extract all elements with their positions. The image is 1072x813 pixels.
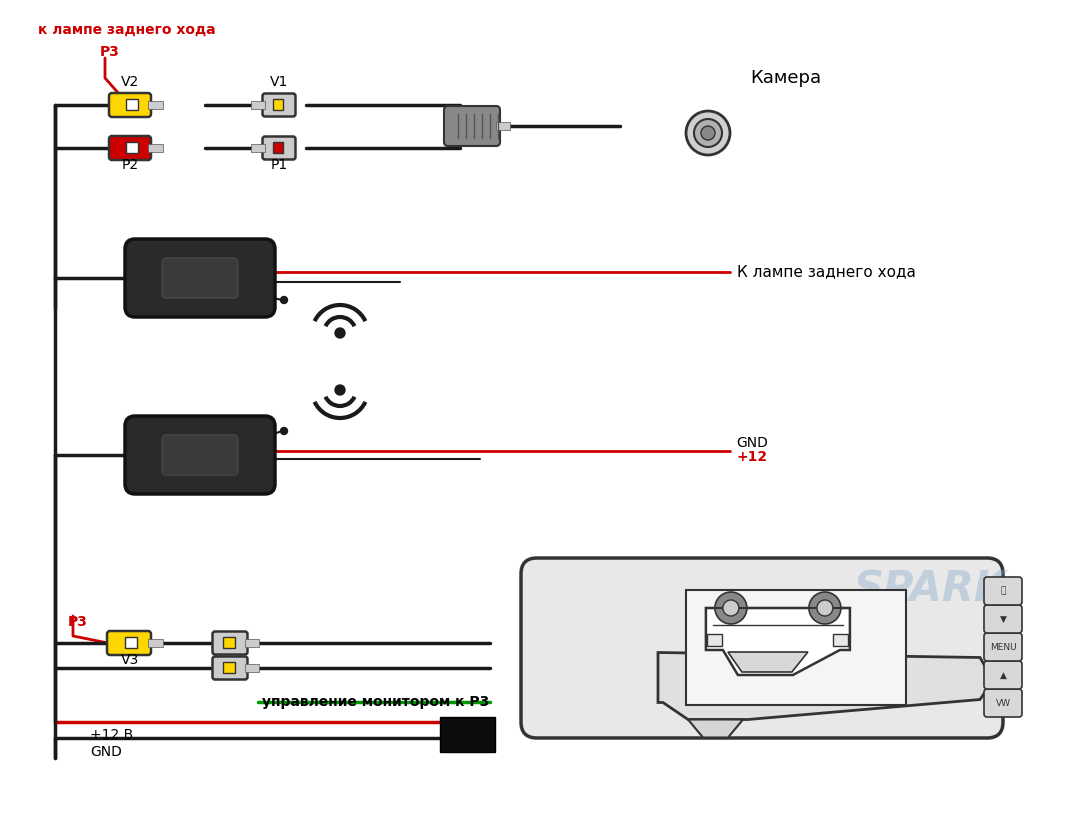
Circle shape (701, 126, 715, 140)
Circle shape (281, 428, 287, 434)
Text: V2: V2 (121, 75, 139, 89)
FancyBboxPatch shape (212, 657, 248, 680)
Text: P1: P1 (270, 158, 287, 172)
Ellipse shape (143, 262, 149, 294)
Text: SPARK: SPARK (853, 569, 1007, 611)
Ellipse shape (266, 262, 272, 294)
Bar (148, 101, 163, 109)
Text: V3: V3 (121, 653, 139, 667)
Text: К лампе заднего хода: К лампе заднего хода (738, 264, 915, 280)
Ellipse shape (135, 439, 142, 471)
Bar (685, 590, 906, 706)
Circle shape (715, 592, 747, 624)
Bar (273, 142, 283, 154)
FancyBboxPatch shape (444, 106, 500, 146)
FancyBboxPatch shape (984, 661, 1022, 689)
Text: +12: +12 (736, 450, 768, 464)
Bar (148, 639, 163, 647)
Polygon shape (705, 608, 850, 675)
FancyBboxPatch shape (263, 137, 296, 159)
Text: Камера: Камера (750, 69, 821, 87)
Text: ▼: ▼ (999, 615, 1007, 624)
Ellipse shape (131, 439, 137, 471)
Polygon shape (688, 720, 743, 737)
Bar (245, 639, 259, 647)
Ellipse shape (143, 439, 149, 471)
Ellipse shape (254, 439, 260, 471)
Circle shape (281, 297, 287, 303)
Bar (223, 637, 235, 649)
Text: GND: GND (736, 436, 768, 450)
Text: управление монитором к P3: управление монитором к P3 (262, 695, 489, 709)
FancyBboxPatch shape (521, 558, 1003, 738)
Ellipse shape (262, 439, 268, 471)
FancyBboxPatch shape (984, 577, 1022, 605)
FancyBboxPatch shape (162, 258, 238, 298)
Bar (496, 122, 510, 130)
Bar (126, 99, 138, 111)
Ellipse shape (250, 262, 256, 294)
Text: +12 В: +12 В (90, 728, 133, 742)
FancyBboxPatch shape (984, 689, 1022, 717)
Bar (706, 634, 721, 646)
Bar (251, 101, 265, 109)
Bar (126, 142, 138, 154)
Bar (245, 664, 259, 672)
Bar (251, 144, 265, 152)
Ellipse shape (126, 439, 133, 471)
Text: VW: VW (996, 698, 1011, 707)
Ellipse shape (126, 262, 133, 294)
FancyBboxPatch shape (107, 631, 151, 655)
Bar (833, 634, 848, 646)
FancyBboxPatch shape (109, 136, 151, 160)
Ellipse shape (139, 262, 145, 294)
Text: ▲: ▲ (999, 671, 1007, 680)
FancyBboxPatch shape (109, 93, 151, 117)
Bar (440, 717, 495, 752)
FancyBboxPatch shape (125, 239, 276, 317)
Bar (148, 144, 163, 152)
Ellipse shape (258, 439, 264, 471)
FancyBboxPatch shape (984, 633, 1022, 661)
Text: ⏻: ⏻ (1000, 586, 1006, 595)
Ellipse shape (258, 262, 264, 294)
Circle shape (686, 111, 730, 155)
Polygon shape (728, 652, 808, 672)
Text: P2: P2 (121, 158, 138, 172)
Bar (273, 99, 283, 111)
Bar (223, 663, 235, 673)
Polygon shape (658, 653, 991, 720)
Ellipse shape (254, 262, 260, 294)
Text: P3: P3 (100, 45, 120, 59)
Bar (125, 637, 137, 649)
Circle shape (694, 119, 723, 147)
Ellipse shape (135, 262, 142, 294)
Circle shape (723, 600, 739, 616)
FancyBboxPatch shape (162, 435, 238, 475)
Circle shape (817, 600, 833, 616)
Circle shape (809, 592, 840, 624)
Ellipse shape (131, 262, 137, 294)
Text: MENU: MENU (989, 642, 1016, 651)
Circle shape (334, 328, 345, 338)
Text: GND: GND (90, 745, 122, 759)
FancyBboxPatch shape (263, 93, 296, 116)
Polygon shape (628, 645, 662, 715)
Text: к лампе заднего хода: к лампе заднего хода (38, 23, 215, 37)
FancyBboxPatch shape (125, 416, 276, 494)
Ellipse shape (266, 439, 272, 471)
Circle shape (334, 385, 345, 395)
Ellipse shape (262, 262, 268, 294)
Text: V1: V1 (270, 75, 288, 89)
Ellipse shape (139, 439, 145, 471)
FancyBboxPatch shape (212, 632, 248, 654)
FancyBboxPatch shape (984, 605, 1022, 633)
Text: P3: P3 (68, 615, 88, 629)
Ellipse shape (250, 439, 256, 471)
